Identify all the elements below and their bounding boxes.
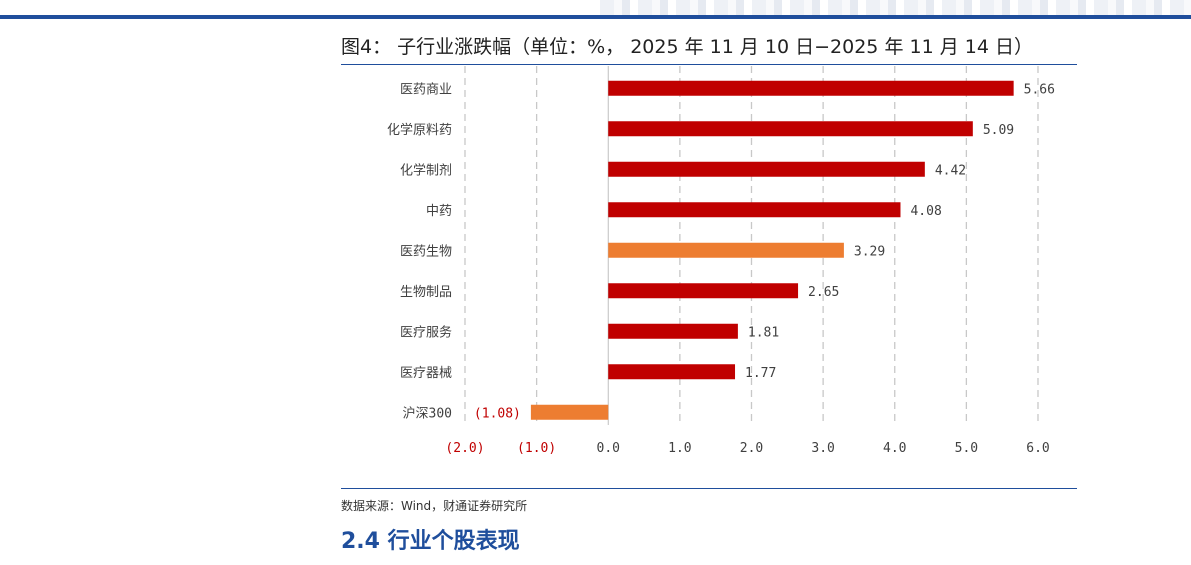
category-label: 医疗器械 [400, 366, 452, 381]
category-label: 生物制品 [400, 285, 452, 300]
x-tick-label: 6.0 [1026, 441, 1049, 456]
x-tick-label: (1.0) [517, 441, 556, 456]
title-divider [341, 64, 1077, 65]
bar [608, 323, 738, 339]
data-label: (1.08) [474, 406, 521, 421]
bar [608, 242, 844, 258]
category-label: 中药 [426, 204, 452, 219]
category-label: 化学原料药 [387, 122, 452, 138]
bar [608, 121, 973, 137]
bar [608, 202, 901, 218]
data-label: 5.66 [1024, 82, 1055, 97]
data-label: 1.77 [745, 366, 776, 381]
x-tick-label: 0.0 [597, 441, 620, 456]
category-label: 医药生物 [400, 244, 452, 259]
bar [608, 283, 799, 299]
data-label: 5.09 [983, 123, 1014, 138]
category-label: 医药商业 [400, 82, 452, 97]
x-tick-label: 2.0 [740, 441, 763, 456]
figure-title: 图4： 子行业涨跌幅（单位：%， 2025 年 11 月 10 日−2025 年… [341, 36, 1033, 58]
header-rule [0, 15, 1191, 19]
category-label: 沪深300 [403, 405, 452, 421]
bar [530, 404, 609, 420]
bar [608, 80, 1014, 96]
section-heading: 2.4 行业个股表现 [341, 529, 520, 554]
x-tick-label: 1.0 [668, 441, 691, 456]
x-tick-label: 5.0 [955, 441, 978, 456]
data-label: 2.65 [808, 285, 839, 300]
chart-bottom-divider [341, 488, 1077, 489]
bar [608, 161, 925, 177]
category-label: 医疗服务 [400, 324, 452, 340]
header-decoration [600, 0, 1191, 15]
category-label: 化学制剂 [400, 162, 452, 178]
data-label: 1.81 [748, 325, 779, 340]
data-label: 4.08 [910, 204, 941, 219]
data-source-note: 数据来源：Wind，财通证券研究所 [341, 499, 528, 513]
data-label: 4.42 [935, 163, 966, 178]
x-tick-label: 3.0 [811, 441, 834, 456]
data-label: 3.29 [854, 244, 885, 259]
bar [608, 364, 736, 380]
x-tick-label: (2.0) [445, 441, 484, 456]
x-tick-label: 4.0 [883, 441, 906, 456]
